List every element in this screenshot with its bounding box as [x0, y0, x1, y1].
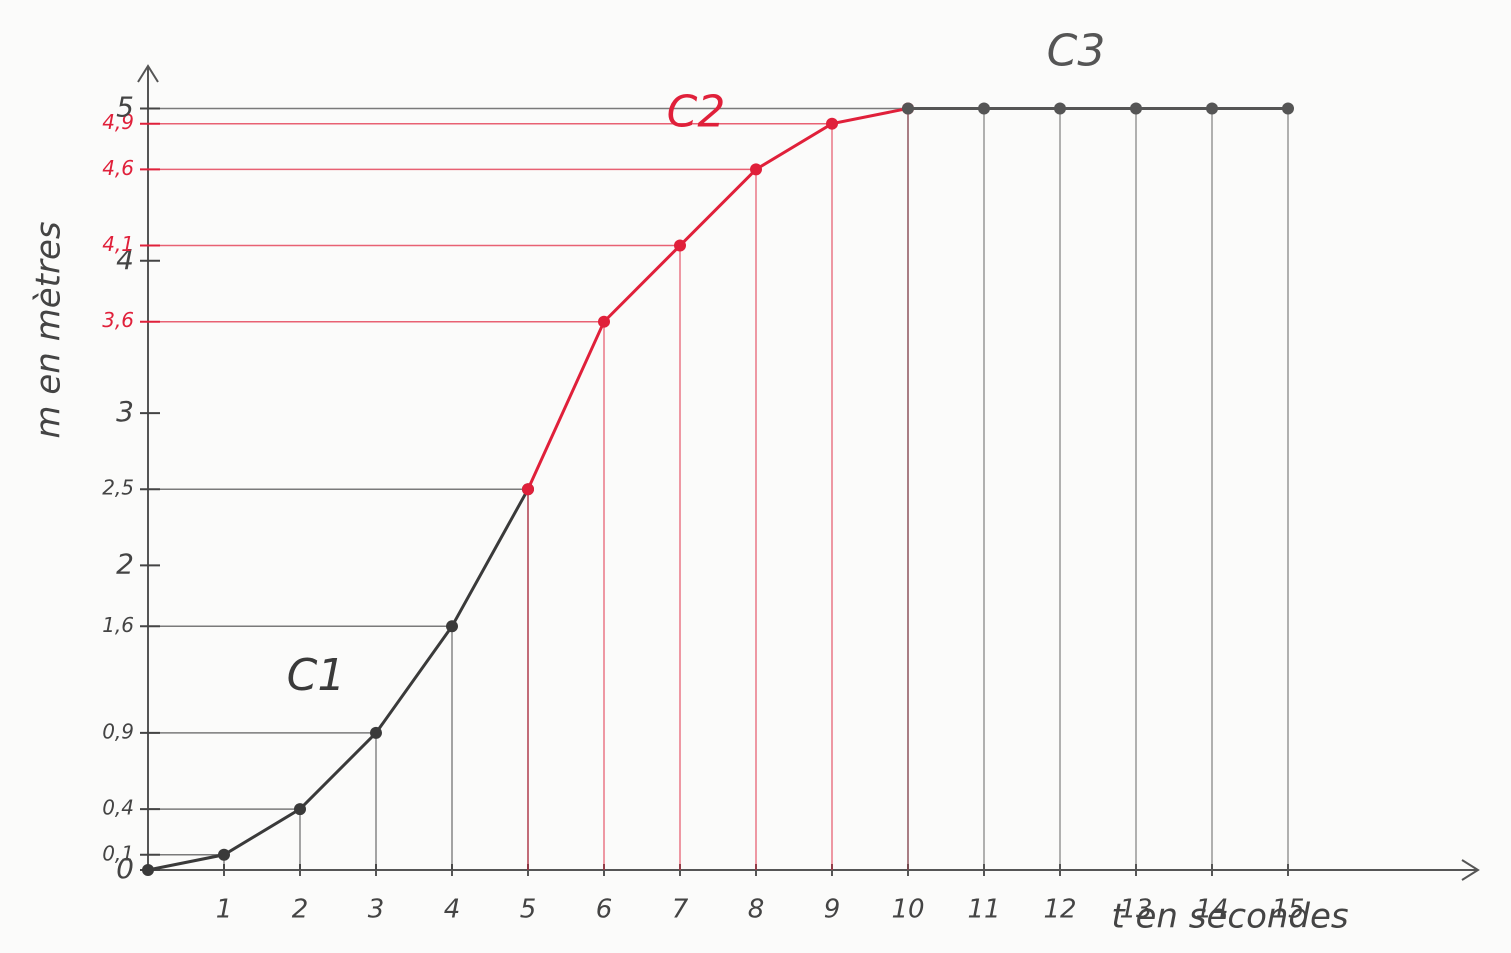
- point: [598, 315, 610, 328]
- series-label: C2: [667, 86, 726, 137]
- series-label: C3: [1047, 25, 1106, 76]
- y-tick-label: 4,9: [102, 110, 134, 134]
- y-tick-label: 5: [116, 90, 134, 123]
- y-tick-label: 3: [116, 395, 134, 428]
- x-tick-label: 2: [292, 895, 309, 925]
- x-tick-label: 1: [216, 895, 233, 925]
- series-label: C1: [287, 650, 346, 701]
- x-axis-arrow: [1461, 859, 1480, 881]
- x-tick-label: 6: [596, 895, 613, 925]
- x-tick-label: 9: [824, 895, 841, 925]
- y-tick-label: 4,6: [102, 156, 134, 180]
- x-tick-label: 10: [891, 895, 924, 925]
- point: [902, 102, 914, 115]
- point: [142, 864, 154, 876]
- y-tick-label: 0,9: [102, 719, 134, 743]
- y-tick-label: 0,1: [102, 841, 134, 865]
- point: [826, 117, 838, 130]
- x-tick-label: 8: [748, 895, 765, 925]
- y-tick-label: 2,5: [102, 476, 134, 500]
- y-axis-arrow: [137, 64, 159, 83]
- point: [218, 848, 230, 861]
- x-tick-label: 15: [1271, 895, 1304, 925]
- y-tick-label: 1,6: [102, 613, 134, 637]
- point: [1130, 102, 1142, 115]
- series-line: [526, 106, 909, 490]
- x-tick-label: 4: [444, 895, 461, 925]
- point: [750, 163, 762, 176]
- point: [370, 726, 382, 739]
- series-line: [147, 488, 530, 872]
- y-tick-label: 2: [116, 547, 134, 580]
- point: [978, 102, 990, 115]
- point: [674, 239, 686, 252]
- x-tick-label: 7: [672, 895, 689, 925]
- x-tick-label: 14: [1195, 895, 1228, 925]
- y-axis-label: m en mètres: [29, 221, 69, 438]
- y-tick-label: 4,1: [102, 232, 134, 256]
- x-tick-label: 11: [967, 895, 1000, 925]
- y-tick-label: 3,6: [102, 308, 134, 332]
- x-tick-label: 12: [1043, 895, 1076, 925]
- point: [1054, 102, 1066, 115]
- point: [446, 620, 458, 633]
- x-tick-label: 13: [1119, 895, 1152, 925]
- point: [294, 803, 306, 816]
- x-tick-label: 3: [368, 895, 385, 925]
- x-tick-label: 5: [520, 895, 537, 925]
- x-axis-label: t en secondes: [1111, 897, 1348, 937]
- point: [1282, 102, 1294, 115]
- y-tick-label: 0: [116, 852, 134, 885]
- y-tick-label: 0,4: [102, 796, 134, 820]
- point: [522, 483, 534, 496]
- y-tick-label: 4: [116, 243, 134, 276]
- point: [1206, 102, 1218, 115]
